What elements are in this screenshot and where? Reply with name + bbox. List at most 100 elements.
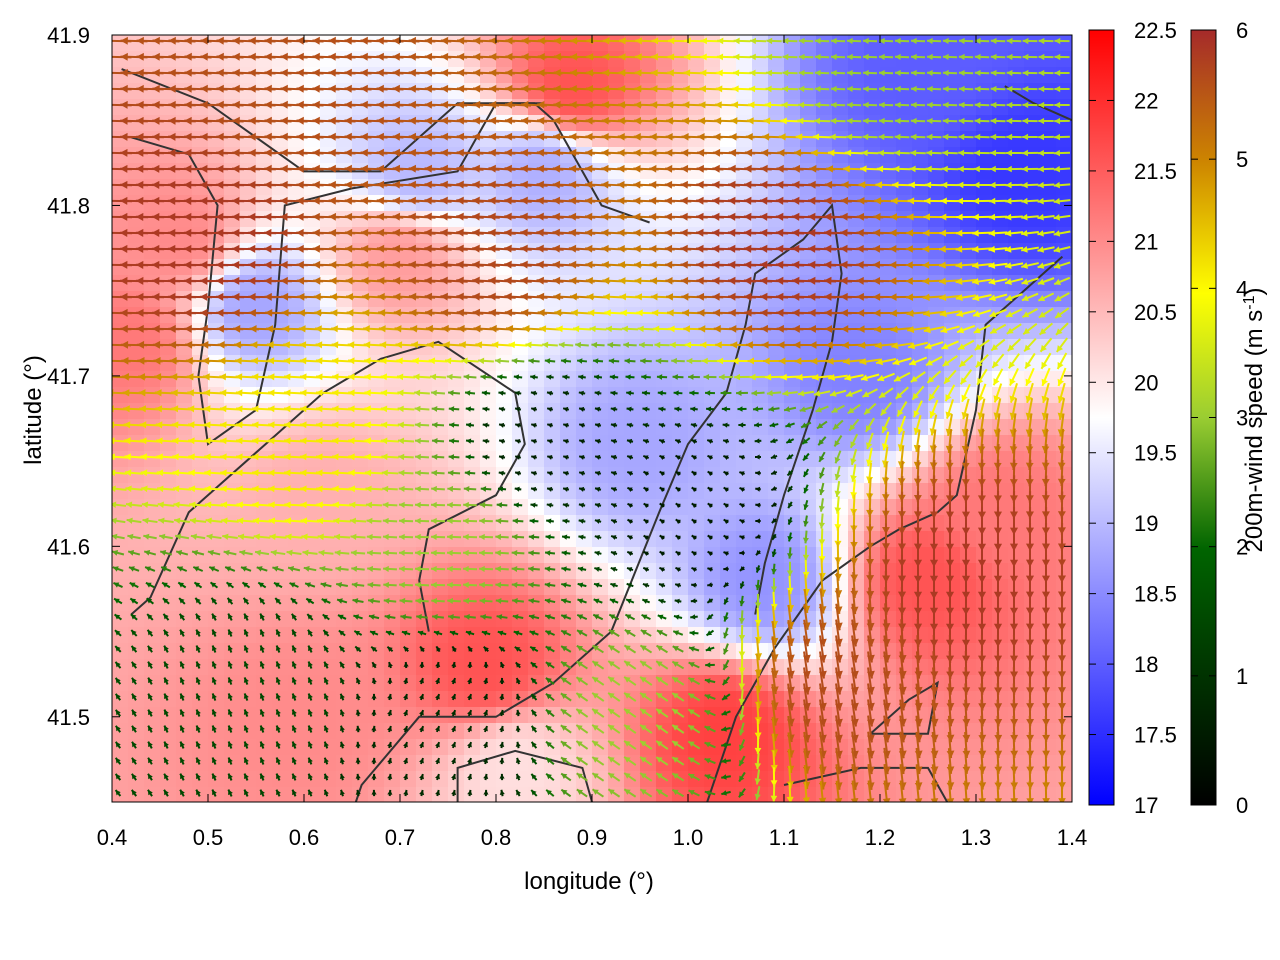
temperature-cell bbox=[192, 707, 209, 724]
temperature-cell bbox=[816, 51, 833, 68]
temperature-cell bbox=[192, 675, 209, 692]
temperature-cell bbox=[688, 83, 705, 100]
temperature-cell bbox=[528, 579, 545, 596]
temperature-cell bbox=[752, 563, 769, 580]
temperature-cell bbox=[640, 563, 657, 580]
temperature-cell bbox=[352, 723, 369, 740]
temperature-cell bbox=[272, 723, 289, 740]
temperature-cell bbox=[896, 115, 913, 132]
temperature-cell bbox=[416, 771, 433, 788]
temperature-cell bbox=[320, 323, 337, 340]
temperature-cell bbox=[448, 371, 465, 388]
temperature-cell bbox=[576, 99, 593, 116]
temperature-cell bbox=[352, 563, 369, 580]
temperature-cell bbox=[752, 531, 769, 548]
temperature-cell bbox=[464, 387, 481, 404]
temperature-cell bbox=[624, 339, 641, 356]
temperature-cell bbox=[768, 387, 785, 404]
temperature-cell bbox=[944, 115, 961, 132]
temperature-cell bbox=[512, 451, 529, 468]
temperature-cell bbox=[240, 403, 257, 420]
temperature-cell bbox=[928, 67, 945, 84]
temperature-cell bbox=[800, 499, 817, 516]
temperature-cell bbox=[704, 387, 721, 404]
temperature-cell bbox=[640, 67, 657, 84]
temperature-cell bbox=[464, 547, 481, 564]
temperature-cell bbox=[464, 675, 481, 692]
temperature-cell bbox=[464, 579, 481, 596]
temperature-cell bbox=[640, 35, 657, 52]
temperature-cell bbox=[704, 499, 721, 516]
temperature-cell bbox=[576, 547, 593, 564]
temperature-cell bbox=[224, 739, 241, 756]
temperature-cell bbox=[448, 723, 465, 740]
temperature-cell bbox=[1040, 67, 1057, 84]
temperature-cell bbox=[240, 771, 257, 788]
temperature-cell bbox=[432, 387, 449, 404]
temperature-cell bbox=[560, 435, 577, 452]
temperature-cell bbox=[320, 275, 337, 292]
temperature-cell bbox=[720, 515, 737, 532]
temperature-cell bbox=[944, 451, 961, 468]
temperature-cell bbox=[416, 643, 433, 660]
temperature-cell bbox=[272, 771, 289, 788]
temperature-cell bbox=[864, 499, 881, 516]
temperature-cell bbox=[240, 691, 257, 708]
temperature-cell bbox=[544, 403, 561, 420]
temperature-cell bbox=[128, 531, 145, 548]
temperature-cell bbox=[464, 787, 481, 802]
temperature-cell bbox=[384, 515, 401, 532]
temperature-cell bbox=[688, 387, 705, 404]
temperature-cell bbox=[912, 275, 929, 292]
temperature-cell bbox=[672, 35, 689, 52]
temperature-cell bbox=[976, 99, 993, 116]
temperature-cell bbox=[816, 147, 833, 164]
temperature-cell bbox=[496, 755, 513, 772]
temperature-cell bbox=[336, 323, 353, 340]
temperature-cell bbox=[384, 307, 401, 324]
temperature-cell bbox=[208, 467, 225, 484]
temperature-cell bbox=[992, 115, 1009, 132]
temperature-cell bbox=[432, 403, 449, 420]
temperature-cell bbox=[528, 403, 545, 420]
temperature-cell bbox=[192, 643, 209, 660]
temperature-cell bbox=[272, 515, 289, 532]
temperature-cell bbox=[1024, 115, 1041, 132]
temperature-cell bbox=[336, 563, 353, 580]
temperature-cell bbox=[544, 467, 561, 484]
temperature-cell bbox=[496, 403, 513, 420]
temperature-cell bbox=[384, 563, 401, 580]
temperature-cell bbox=[912, 51, 929, 68]
temperature-cell bbox=[976, 115, 993, 132]
temperature-cell bbox=[496, 611, 513, 628]
temperature-cell bbox=[400, 755, 417, 772]
temperature-cell bbox=[352, 771, 369, 788]
temperature-cell bbox=[896, 451, 913, 468]
temperature-cell bbox=[512, 723, 529, 740]
temperature-cell bbox=[656, 339, 673, 356]
temperature-cell bbox=[656, 563, 673, 580]
temperature-cell bbox=[896, 211, 913, 228]
temperature-cell bbox=[528, 547, 545, 564]
temperature-cell bbox=[368, 387, 385, 404]
temperature-cell bbox=[576, 451, 593, 468]
temperature-cell bbox=[512, 531, 529, 548]
temperature-cell bbox=[880, 179, 897, 196]
temperature-cell bbox=[720, 787, 737, 802]
temperature-cell bbox=[224, 403, 241, 420]
temperature-cell bbox=[256, 451, 273, 468]
temperature-cell bbox=[512, 323, 529, 340]
temperature-cell bbox=[464, 739, 481, 756]
temperature-cell bbox=[544, 307, 561, 324]
temperature-cell bbox=[128, 515, 145, 532]
temperature-cell bbox=[320, 355, 337, 372]
temperature-cell bbox=[528, 339, 545, 356]
temperature-cell bbox=[288, 723, 305, 740]
temperature-cell bbox=[224, 483, 241, 500]
temperature-cell bbox=[400, 451, 417, 468]
temperature-cell bbox=[528, 371, 545, 388]
temperature-cell bbox=[976, 67, 993, 84]
temperature-cell bbox=[224, 675, 241, 692]
temperature-cell bbox=[544, 51, 561, 68]
temperature-cell bbox=[832, 35, 849, 52]
